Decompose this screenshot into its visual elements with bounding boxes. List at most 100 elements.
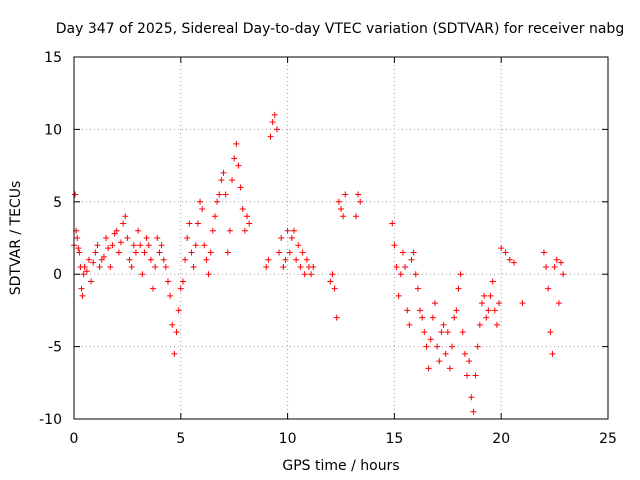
- data-point: [94, 242, 101, 249]
- data-point: [540, 249, 547, 256]
- data-point: [269, 119, 276, 126]
- data-point: [130, 242, 137, 249]
- data-point: [436, 358, 443, 365]
- data-point: [327, 278, 334, 285]
- data-point: [117, 239, 124, 246]
- data-point: [197, 198, 204, 205]
- data-point: [88, 278, 95, 285]
- axis-ticks: 0 5 10 15 20 25 -10 -5 0 5 10 15: [39, 50, 617, 447]
- data-point: [143, 235, 150, 241]
- data-point: [421, 329, 428, 336]
- data-point: [265, 256, 272, 263]
- data-point: [92, 249, 99, 256]
- data-point: [80, 271, 87, 278]
- data-point: [233, 140, 240, 147]
- data-point: [216, 191, 223, 198]
- grid: [74, 57, 608, 419]
- data-point: [209, 227, 216, 234]
- data-point: [393, 263, 400, 270]
- data-point: [451, 314, 458, 321]
- data-point: [402, 263, 409, 270]
- y-tick-label: 0: [53, 267, 62, 283]
- data-point: [171, 350, 178, 357]
- data-point: [352, 213, 359, 220]
- data-point: [399, 249, 406, 256]
- data-point: [120, 220, 127, 227]
- data-point: [105, 245, 112, 252]
- data-point: [103, 235, 110, 241]
- data-point: [389, 220, 396, 227]
- data-point: [297, 263, 304, 270]
- data-point: [96, 263, 103, 270]
- data-point: [205, 271, 212, 278]
- data-point: [466, 358, 473, 365]
- data-point: [150, 285, 157, 292]
- data-point: [154, 235, 161, 241]
- data-point: [519, 300, 526, 307]
- data-point: [310, 263, 317, 270]
- data-point: [449, 343, 456, 350]
- data-point: [177, 285, 184, 292]
- data-point: [547, 329, 554, 336]
- data-point: [474, 343, 481, 350]
- x-tick-label: 10: [279, 431, 297, 447]
- data-point: [122, 213, 129, 220]
- data-point: [167, 292, 174, 299]
- data-point: [355, 191, 362, 198]
- data-point: [278, 235, 285, 241]
- data-point: [218, 177, 225, 184]
- data-point: [237, 184, 244, 191]
- data-point: [199, 206, 206, 213]
- data-point: [235, 162, 242, 169]
- data-point: [308, 271, 315, 278]
- data-point: [496, 300, 503, 307]
- data-point: [90, 259, 97, 266]
- data-point: [124, 235, 131, 241]
- data-point: [147, 256, 154, 263]
- data-point: [543, 263, 550, 270]
- data-point: [425, 365, 432, 372]
- y-tick-label: -5: [48, 340, 62, 356]
- x-tick-label: 5: [176, 431, 185, 447]
- data-point: [184, 235, 191, 241]
- data-point: [442, 350, 449, 357]
- data-point: [128, 263, 135, 270]
- data-point: [506, 256, 513, 263]
- data-point: [440, 321, 447, 328]
- data-point: [282, 256, 289, 263]
- data-point: [340, 213, 347, 220]
- data-point: [284, 227, 291, 234]
- data-point: [162, 263, 169, 270]
- data-point: [220, 169, 227, 176]
- data-point: [113, 227, 120, 234]
- data-point: [429, 314, 436, 321]
- data-point: [491, 307, 498, 314]
- data-point: [434, 343, 441, 350]
- x-tick-label: 0: [70, 431, 79, 447]
- data-point: [423, 343, 430, 350]
- data-point: [126, 256, 133, 263]
- data-point: [459, 329, 466, 336]
- data-point: [408, 256, 415, 263]
- y-tick-label: 15: [44, 50, 62, 66]
- data-point: [335, 198, 342, 205]
- y-tick-label: 5: [53, 195, 62, 211]
- data-point: [214, 198, 221, 205]
- x-tick-label: 15: [385, 431, 403, 447]
- data-point: [481, 292, 488, 299]
- data-point: [295, 242, 302, 249]
- data-point: [453, 307, 460, 314]
- data-point: [357, 198, 364, 205]
- data-point: [83, 268, 90, 275]
- data-point: [391, 242, 398, 249]
- y-tick-label: -10: [39, 412, 62, 428]
- data-point: [464, 372, 471, 379]
- data-point: [169, 321, 176, 328]
- data-point: [555, 300, 562, 307]
- data-point: [333, 314, 340, 321]
- data-point: [395, 292, 402, 299]
- data-point: [137, 242, 144, 249]
- data-point: [303, 256, 310, 263]
- data-point: [115, 249, 122, 256]
